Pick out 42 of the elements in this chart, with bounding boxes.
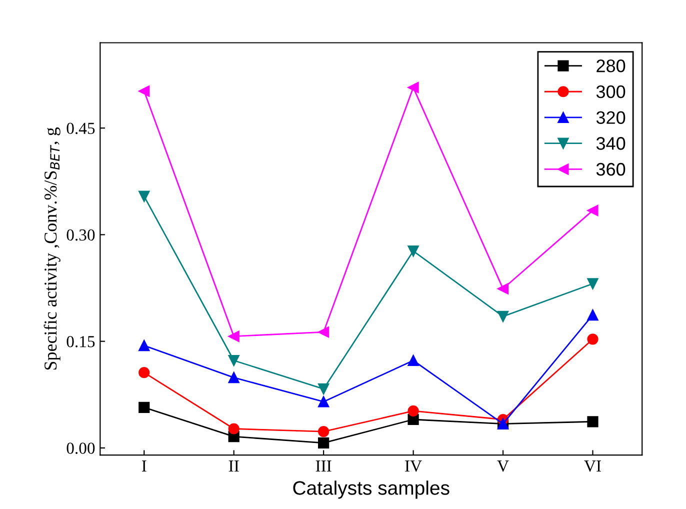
point [228, 372, 240, 384]
legend-label: 340 [596, 137, 626, 150]
point [318, 426, 330, 438]
point [408, 245, 419, 257]
y-tick-label: 0.00 [66, 442, 95, 454]
point [587, 416, 598, 428]
point [138, 86, 150, 97]
point [318, 437, 330, 449]
x-tick-label: IV [405, 460, 422, 472]
point [318, 396, 330, 408]
x-axis-title: Catalysts samples [293, 480, 450, 499]
x-tick-label: VI [584, 460, 601, 472]
point [587, 278, 598, 290]
y-tick-label: 0.45 [66, 122, 95, 134]
point [497, 310, 509, 322]
point [318, 383, 330, 394]
legend-label: 300 [596, 85, 626, 98]
legend-label: 320 [596, 111, 626, 124]
point [408, 82, 419, 94]
legend-label: 360 [596, 162, 626, 176]
point [408, 354, 419, 366]
x-tick-label: III [316, 460, 332, 472]
point [138, 367, 150, 378]
point [138, 340, 150, 352]
x-tick-label: II [228, 460, 239, 472]
point [138, 190, 150, 202]
point [138, 402, 150, 413]
point [228, 423, 240, 434]
point [228, 354, 240, 366]
x-tick-label: V [497, 460, 509, 472]
point [587, 334, 598, 345]
y-axis-title: Specific activity ,Conv.%/S$_{BET}$, g [44, 127, 60, 370]
y-tick-label: 0.30 [66, 229, 95, 241]
point [318, 326, 330, 338]
point [408, 405, 419, 417]
point [228, 330, 240, 342]
legend-label: 280 [596, 59, 626, 72]
point [497, 283, 509, 294]
y-tick-label: 0.15 [66, 336, 95, 348]
point [587, 204, 598, 216]
point [587, 309, 598, 321]
x-tick-label: I [142, 460, 146, 472]
